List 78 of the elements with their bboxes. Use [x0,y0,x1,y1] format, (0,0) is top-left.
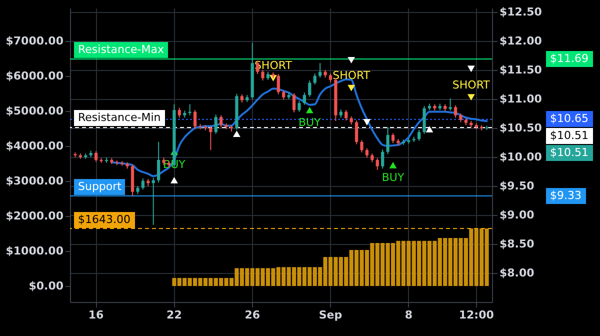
y2-tick-label: $0.00 [28,280,64,293]
data-label: SHORT [332,69,370,82]
candlestick [354,120,358,145]
y2-tick-label: $3000.00 [6,174,64,188]
point [170,177,178,184]
x-tick-label: 16 [88,308,104,322]
y2-tick-label: $6000.00 [6,70,64,83]
text: $11.69 [546,51,592,68]
ref-line-label: Support [74,178,126,195]
candlestick [220,114,223,128]
candlestick [178,107,181,118]
ref-line-label: Resistance-Max [74,42,168,58]
candlestick [376,158,379,170]
data-label: BUY [382,171,404,184]
candlestick [302,92,306,106]
y-tick-label: $9.00 [500,208,535,222]
point [467,66,475,72]
y2-tick-label: $1000.00 [6,244,64,258]
candlestick [386,126,390,155]
candlestick [157,141,160,184]
text: $10.65 [546,111,592,128]
candlestick [422,106,426,134]
point [306,106,314,114]
data-label: SHORT [452,78,490,92]
y-tick-label: $9.50 [500,180,535,193]
candlestick [360,140,364,153]
y-tick-label: $8.50 [500,238,535,251]
data-label: BUY [298,116,322,130]
point [363,119,371,126]
y-tick-label: $12.50 [500,6,542,19]
candlestick [418,129,421,142]
y2-tick-label: $7000.00 [6,34,64,48]
point [348,84,356,92]
candlestick [344,110,348,121]
y-tick-label: $12.00 [500,34,542,48]
point [467,94,475,101]
candlestick [448,98,452,112]
candlestick [313,73,316,86]
candlestick [292,92,296,113]
candlestick [152,177,155,226]
y2-tick-label: $4000.00 [6,140,64,153]
candlestick [381,148,384,170]
point [233,130,240,138]
y-tick-label: $10.50 [500,122,542,135]
candlestick [214,114,218,134]
text: $10.51 [546,128,592,144]
candlestick [485,125,488,130]
x-tick-label: Sep [318,308,342,322]
ref-line-label: $1643.00 [74,212,134,228]
ref-line-label: Resistance-Min [74,110,165,126]
candlestick [276,74,280,95]
candlestick [193,110,197,130]
y2-tick-label: $5000.00 [6,104,64,118]
candlestick [318,62,322,78]
point [426,126,434,132]
candlestick [391,132,395,144]
y-tick-label: $11.00 [500,92,542,106]
candlestick [209,126,212,151]
text: $10.51 [546,145,592,162]
candlestick [454,104,458,118]
point [389,162,397,168]
candlestick [308,80,312,98]
candlestick [365,148,369,158]
y-tick-label: $10.00 [500,150,542,164]
x-tick-label: 26 [244,308,260,322]
candlestick [261,70,264,81]
text: $9.33 [546,188,586,204]
candlestick [141,178,144,190]
candlestick [94,150,98,162]
x-tick-label: 8 [404,308,412,322]
candlestick [298,100,301,112]
y-tick-label: $8.00 [500,266,535,280]
candlestick [282,90,286,100]
point [348,56,356,64]
x-tick-label: 22 [166,308,182,322]
y2-tick-label: $2000.00 [6,210,64,223]
y-tick-label: $11.50 [500,64,542,77]
x-tick-label: 12:00 [458,308,494,322]
